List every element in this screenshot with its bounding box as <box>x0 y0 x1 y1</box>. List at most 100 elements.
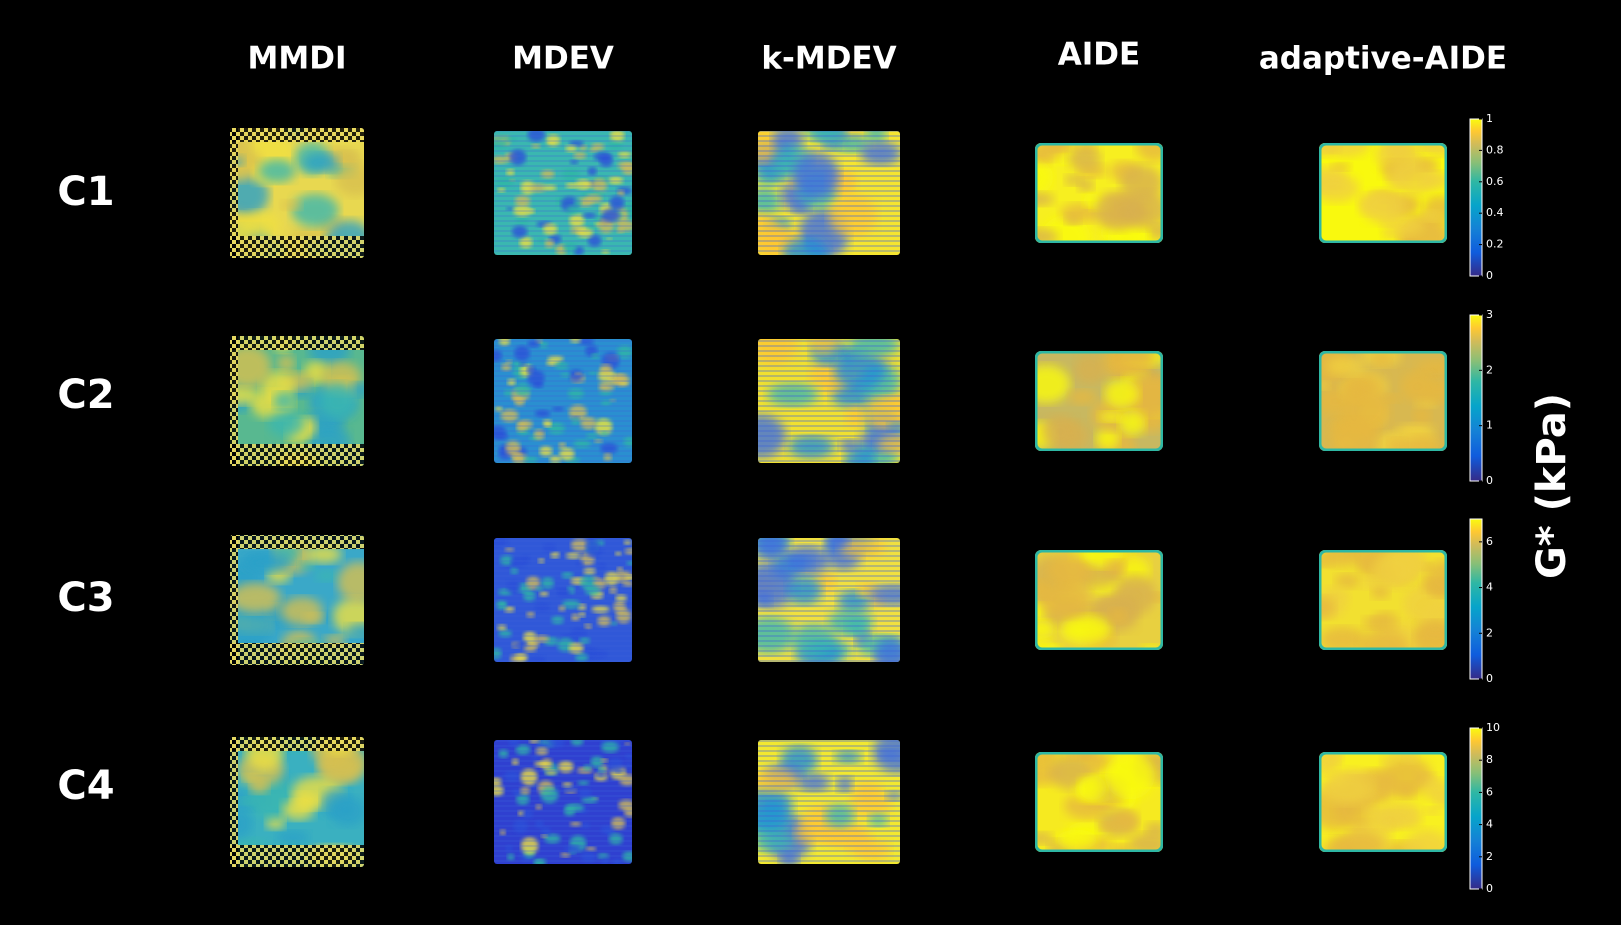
map-content <box>494 740 632 864</box>
map-image <box>230 535 364 665</box>
column-header: adaptive-AIDE <box>1259 41 1507 77</box>
map-content <box>1319 752 1447 852</box>
map-content <box>494 339 632 463</box>
map-image <box>230 737 364 867</box>
map-texture <box>1035 619 1055 640</box>
colorbar-tick-label: 0.4 <box>1486 206 1504 219</box>
map-texture <box>1319 595 1336 620</box>
map-texture <box>1056 829 1098 850</box>
map-texture <box>1380 755 1397 767</box>
map-image <box>494 339 632 463</box>
map-texture <box>1095 426 1120 450</box>
colorbar-label: G* (kPa) <box>1529 393 1575 579</box>
map-texture <box>1059 614 1111 645</box>
colorbar <box>1469 118 1483 277</box>
map-texture <box>1358 628 1409 650</box>
map-content <box>758 538 900 662</box>
map-texture <box>1334 573 1361 589</box>
map-texture <box>1068 389 1096 405</box>
map-texture <box>1078 775 1107 801</box>
map-stripes <box>758 339 900 463</box>
map-edge <box>1035 550 1163 650</box>
map-image <box>758 339 900 463</box>
map-checker <box>230 128 364 142</box>
map-edge <box>1035 752 1163 852</box>
column-header: MDEV <box>512 41 614 77</box>
map-texture <box>1420 143 1447 157</box>
colorbar-tick-label: 0 <box>1486 672 1493 685</box>
row-label: C1 <box>57 169 114 215</box>
column-header: MMDI <box>248 41 347 77</box>
map-image <box>230 128 364 258</box>
map-texture <box>1412 406 1432 426</box>
map-texture <box>1074 354 1106 384</box>
map-texture <box>291 193 339 228</box>
map-image <box>758 538 900 662</box>
map-texture <box>230 386 259 405</box>
row-label: C4 <box>57 763 114 809</box>
colorbar-tick-label: 2 <box>1486 363 1493 376</box>
map-texture <box>1395 781 1416 799</box>
map-texture <box>1324 752 1344 764</box>
map-texture <box>1363 804 1388 823</box>
map-image <box>1035 550 1163 650</box>
map-content <box>1035 550 1163 650</box>
map-texture <box>230 582 281 613</box>
map-checker <box>230 236 364 258</box>
map-texture <box>332 597 364 635</box>
map-checker <box>230 444 364 466</box>
map-texture <box>1319 626 1366 650</box>
colorbar-tick-label: 0 <box>1486 269 1493 282</box>
map-checker <box>230 845 364 867</box>
map-texture <box>1387 438 1407 451</box>
map-content <box>230 128 364 258</box>
map-image <box>758 740 900 864</box>
colorbar-tick-label: 4 <box>1486 818 1493 831</box>
map-texture <box>1401 371 1435 403</box>
map-image <box>1319 351 1447 451</box>
map-texture <box>1372 611 1399 632</box>
colorbar-tick-label: 8 <box>1486 753 1493 766</box>
map-content <box>230 737 364 867</box>
map-texture <box>1402 752 1420 764</box>
map-texture <box>335 150 361 167</box>
map-image <box>494 131 632 255</box>
map-texture <box>305 545 342 564</box>
map-content <box>758 339 900 463</box>
map-texture <box>1119 410 1146 436</box>
map-image <box>494 538 632 662</box>
map-texture <box>1415 620 1447 648</box>
map-texture <box>1333 831 1385 852</box>
map-texture <box>1384 393 1402 403</box>
colorbar-tick-label: 4 <box>1486 581 1493 594</box>
colorbar-tick-label: 6 <box>1486 535 1493 548</box>
map-texture <box>1035 228 1059 243</box>
map-checker <box>230 535 364 549</box>
map-texture <box>1039 581 1091 618</box>
colorbar <box>1469 727 1483 890</box>
map-texture <box>1380 756 1433 797</box>
map-texture <box>1422 778 1447 802</box>
map-texture <box>329 796 364 827</box>
map-checker <box>230 336 238 466</box>
map-edge <box>1319 143 1447 243</box>
map-content <box>494 538 632 662</box>
map-checker <box>230 535 238 665</box>
colorbar-tick-label: 10 <box>1486 721 1500 734</box>
map-texture <box>1330 419 1379 451</box>
column-header: AIDE <box>1058 37 1140 73</box>
map-edge <box>1035 143 1163 243</box>
map-texture <box>273 392 294 410</box>
map-texture <box>1326 356 1366 376</box>
map-edge <box>1319 550 1447 650</box>
map-edge <box>1035 351 1163 451</box>
map-checker <box>230 128 238 258</box>
colorbar-tick-label: 0 <box>1486 474 1493 487</box>
map-texture <box>1098 411 1126 423</box>
map-stripes <box>758 740 900 864</box>
map-texture <box>298 561 318 571</box>
map-texture <box>1122 190 1163 229</box>
map-checker <box>230 336 364 350</box>
colorbar-tick-label: 1 <box>1486 112 1493 125</box>
